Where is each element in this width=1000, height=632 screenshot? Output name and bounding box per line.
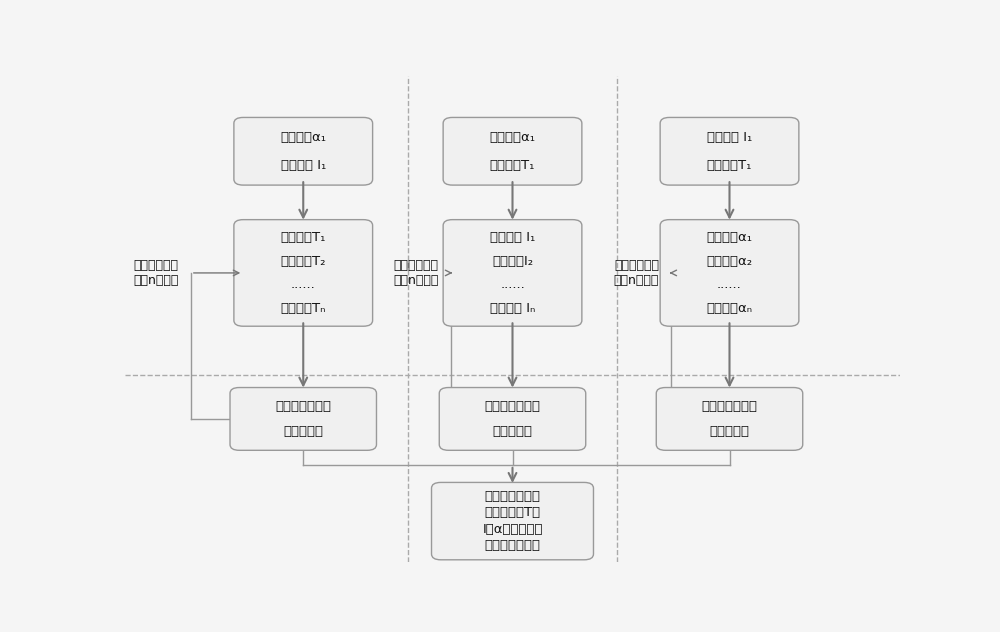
Text: 照射角度α₁: 照射角度α₁ [706,231,753,244]
Text: ......: ...... [717,278,742,291]
Text: 照射角度α₁: 照射角度α₁ [280,131,326,143]
Text: 照射时间T₂: 照射时间T₂ [280,255,326,267]
Text: 照射亮度I₂: 照射亮度I₂ [492,255,533,267]
FancyBboxPatch shape [439,387,586,451]
Text: 照射亮度 I₁: 照射亮度 I₁ [707,131,752,143]
FancyBboxPatch shape [443,118,582,185]
FancyBboxPatch shape [656,387,803,451]
Text: 别小目标物: 别小目标物 [492,425,532,438]
FancyBboxPatch shape [230,387,376,451]
Text: 照射时间T₁: 照射时间T₁ [490,159,535,172]
Text: 照射亮度 I₁: 照射亮度 I₁ [490,231,535,244]
FancyBboxPatch shape [432,482,593,560]
Text: 照射角度αₙ: 照射角度αₙ [706,302,753,315]
Text: 照射时间T₁: 照射时间T₁ [707,159,752,172]
Text: 照射亮度 I₁: 照射亮度 I₁ [281,159,326,172]
Text: 照射角度α₁: 照射角度α₁ [490,131,536,143]
Text: 别小目标物: 别小目标物 [283,425,323,438]
FancyBboxPatch shape [234,118,373,185]
Text: 照射时间Tₙ: 照射时间Tₙ [280,302,326,315]
FancyBboxPatch shape [660,220,799,326]
Text: 出致盲效应关系: 出致盲效应关系 [484,539,540,552]
Text: 同一位驾驶者
进行n次实验: 同一位驾驶者 进行n次实验 [393,259,438,287]
Text: 同一位驾驶者识: 同一位驾驶者识 [484,399,540,413]
Text: 同一位驾驶者识: 同一位驾驶者识 [702,399,758,413]
Text: 识率与照射T、: 识率与照射T、 [484,506,541,520]
Text: 照射亮度 Iₙ: 照射亮度 Iₙ [490,302,535,315]
Text: 别小目标物: 别小目标物 [710,425,750,438]
FancyBboxPatch shape [234,220,373,326]
Text: 同一位驾驶者
进行n次实验: 同一位驾驶者 进行n次实验 [614,259,659,287]
Text: 照射角度α₂: 照射角度α₂ [706,255,753,267]
Text: 得出小目标物辨: 得出小目标物辨 [484,490,540,503]
FancyBboxPatch shape [660,118,799,185]
Text: 同一位驾驶者识: 同一位驾驶者识 [275,399,331,413]
Text: I、α的关系，得: I、α的关系，得 [482,523,543,536]
FancyBboxPatch shape [443,220,582,326]
Text: ......: ...... [500,278,525,291]
Text: 照射时间T₁: 照射时间T₁ [281,231,326,244]
Text: 同一位驾驶者
进行n次实验: 同一位驾驶者 进行n次实验 [133,259,179,287]
Text: ......: ...... [291,278,316,291]
